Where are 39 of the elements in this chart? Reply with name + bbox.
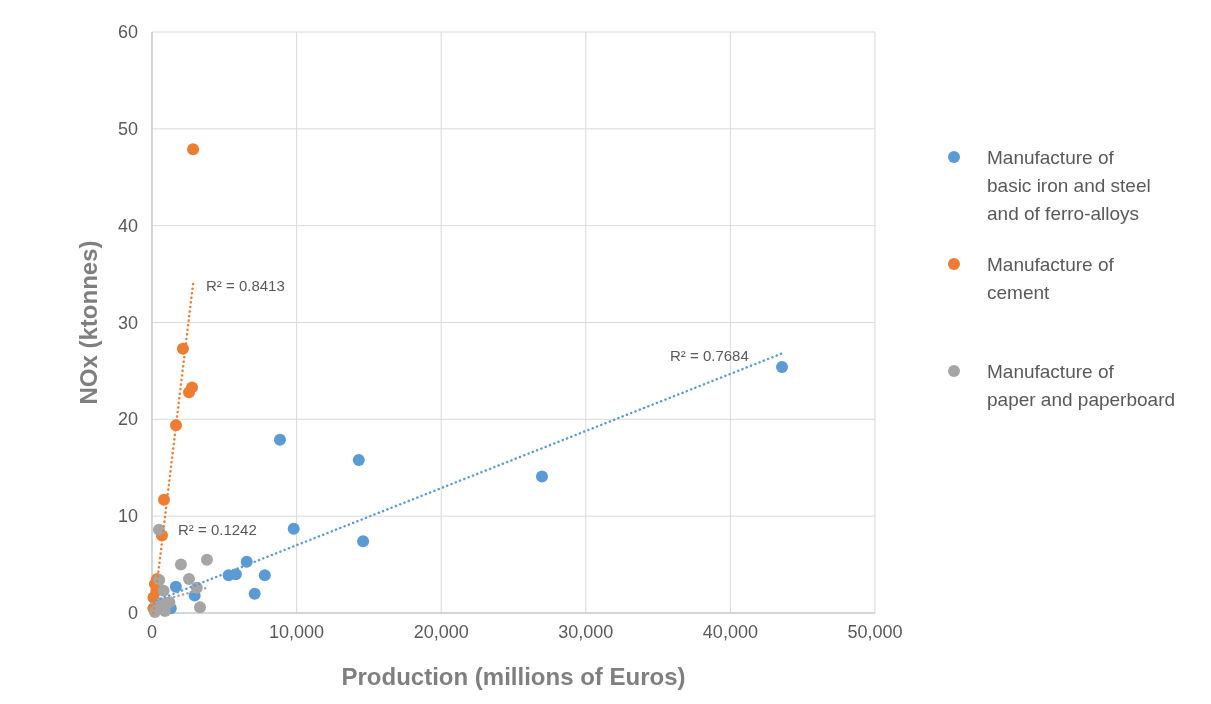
x-tick-label: 50,000 — [847, 622, 903, 642]
y-tick-label: 50 — [117, 118, 138, 139]
point — [157, 584, 170, 597]
point — [169, 580, 182, 593]
y-tick-label: 10 — [117, 506, 138, 527]
point — [194, 601, 207, 614]
annotation: R² = 0.7684 — [670, 347, 749, 364]
legend-label: Manufacture of basic iron and steel and of ferro-alloys — [987, 147, 1151, 224]
point — [535, 470, 548, 483]
annotation: R² = 0.1242 — [178, 521, 257, 538]
x-tick-label: 10,000 — [269, 622, 325, 642]
y-axis-title: NOx (ktonnes) — [75, 240, 102, 405]
point — [183, 386, 196, 399]
x-tick-label: 40,000 — [702, 622, 758, 642]
point — [248, 587, 261, 600]
x-tick-label: 20,000 — [413, 622, 469, 642]
point — [776, 361, 789, 374]
point — [258, 569, 271, 582]
point — [174, 558, 187, 571]
y-tick-label: 0 — [127, 603, 138, 623]
x-tick-label: 30,000 — [558, 622, 614, 642]
x-tick-label: 0 — [146, 622, 158, 642]
y-tick-label: 20 — [117, 409, 138, 430]
y-tick-label: 60 — [117, 22, 138, 42]
point — [158, 493, 170, 506]
legend-label: Manufacture of cement — [987, 254, 1115, 303]
y-tick-label: 30 — [117, 312, 138, 333]
point — [287, 522, 300, 535]
y-tick-label: 40 — [117, 215, 138, 236]
point — [352, 454, 365, 466]
legend-label: Manufacture of paper and paperboard — [987, 361, 1176, 410]
point — [187, 143, 200, 156]
point — [152, 523, 165, 536]
point — [183, 573, 196, 586]
point — [273, 433, 286, 446]
point — [200, 553, 213, 566]
point — [357, 535, 370, 548]
annotation: R² = 0.8413 — [206, 277, 285, 294]
x-axis-title: Production (millions of Euros) — [341, 663, 686, 690]
